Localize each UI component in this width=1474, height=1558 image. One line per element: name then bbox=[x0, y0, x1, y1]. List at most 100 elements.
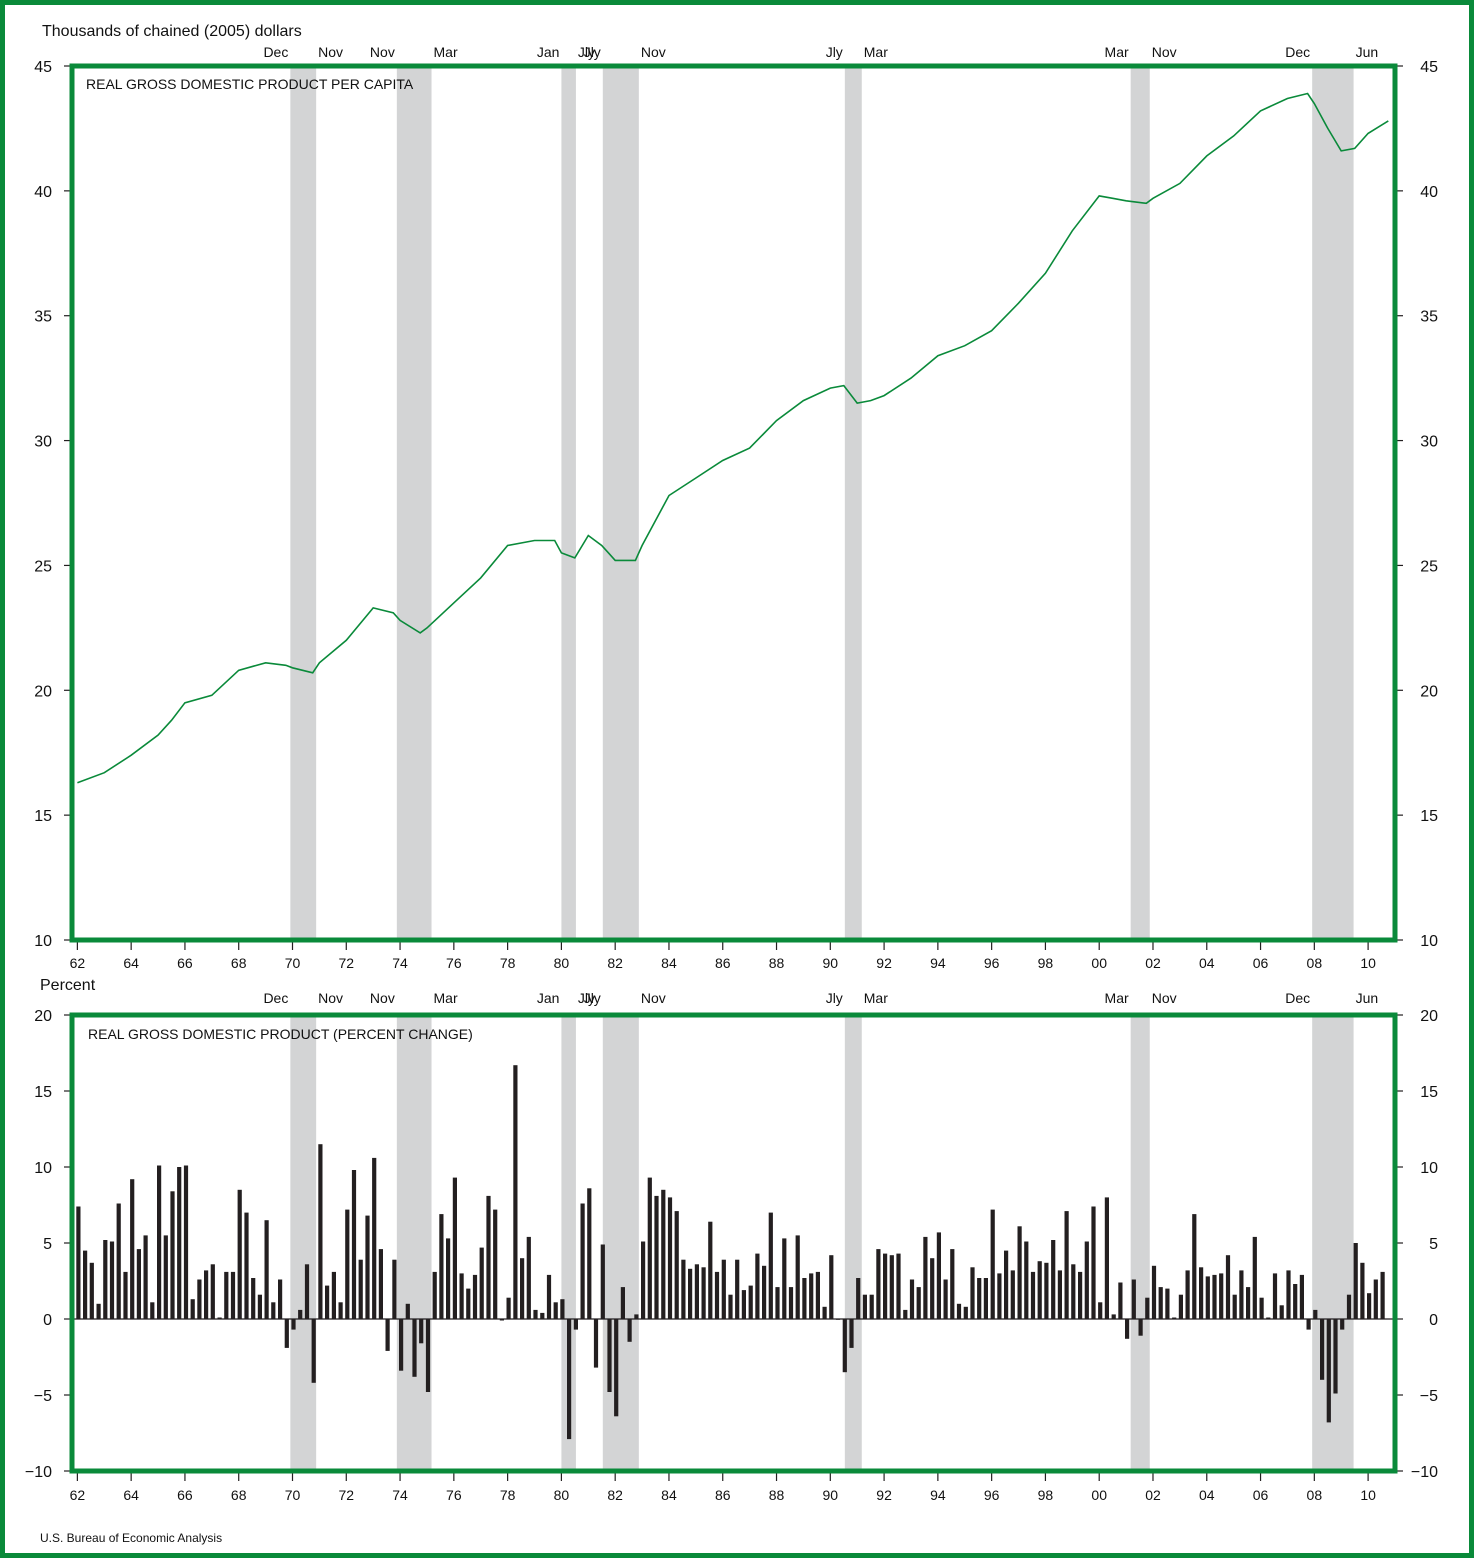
gdp-bar bbox=[1205, 1276, 1210, 1319]
gdp-bar bbox=[439, 1214, 444, 1319]
gdp-bar bbox=[1306, 1319, 1311, 1330]
gdp-bar bbox=[526, 1236, 531, 1319]
gdp-bar bbox=[1024, 1241, 1029, 1319]
gdp-bar bbox=[1051, 1240, 1056, 1319]
y-tick-label-right: 35 bbox=[1420, 309, 1438, 326]
y-tick-label-left: −5 bbox=[34, 1388, 52, 1405]
gdp-bar bbox=[876, 1249, 881, 1319]
gdp-bar bbox=[546, 1274, 552, 1319]
gdp-bar bbox=[331, 1271, 336, 1319]
x-tick-label: 02 bbox=[1145, 1487, 1161, 1503]
gdp-bar bbox=[1199, 1267, 1204, 1319]
x-tick-label: 00 bbox=[1091, 955, 1107, 971]
recession-band bbox=[561, 1015, 576, 1471]
gdp-bar bbox=[318, 1144, 323, 1319]
gdp-bar bbox=[815, 1271, 820, 1319]
top-plot-border bbox=[69, 63, 1398, 943]
gdp-bar bbox=[1259, 1297, 1264, 1319]
y-tick-label-right: 30 bbox=[1420, 434, 1438, 451]
x-tick-label: 62 bbox=[70, 1487, 86, 1503]
gdp-bar bbox=[325, 1285, 330, 1319]
gdp-bar bbox=[1172, 1317, 1177, 1319]
gdp-bar bbox=[936, 1232, 941, 1319]
gdp-bar bbox=[694, 1264, 699, 1319]
gdp-bar bbox=[257, 1294, 262, 1319]
gdp-bar bbox=[567, 1319, 572, 1440]
x-tick-label: 10 bbox=[1360, 1487, 1376, 1503]
gdp-bar bbox=[506, 1297, 511, 1319]
gdp-bar bbox=[1252, 1236, 1257, 1319]
y-tick-label-left: 0 bbox=[43, 1312, 52, 1329]
gdp-bar bbox=[1239, 1270, 1244, 1319]
x-tick-label: 76 bbox=[446, 1487, 462, 1503]
gdp-bar bbox=[210, 1264, 215, 1319]
gdp-bar bbox=[251, 1278, 256, 1319]
gdp-bar bbox=[1266, 1317, 1271, 1319]
gdp-bar bbox=[990, 1209, 995, 1319]
recession-end-label: Nov bbox=[641, 990, 666, 1006]
y-tick-label-right: 20 bbox=[1420, 683, 1438, 700]
recession-start-label: Jan bbox=[537, 990, 560, 1006]
gdp-bar bbox=[1004, 1250, 1009, 1319]
gdp-bar bbox=[896, 1253, 901, 1319]
recession-end-label: Jly bbox=[578, 990, 595, 1006]
gdp-bar bbox=[1131, 1279, 1136, 1319]
x-tick-label: 90 bbox=[823, 955, 839, 971]
gdp-bar bbox=[755, 1253, 760, 1319]
gdp-bar bbox=[479, 1247, 484, 1319]
gdp-bar bbox=[627, 1319, 632, 1342]
gdp-bar bbox=[1380, 1271, 1385, 1319]
gdp-bar bbox=[829, 1255, 834, 1319]
gdp-bar bbox=[735, 1259, 740, 1319]
gdp-bar bbox=[1272, 1273, 1278, 1319]
gdp-bar bbox=[970, 1267, 975, 1319]
bottom-chart-title: REAL GROSS DOMESTIC PRODUCT (PERCENT CHA… bbox=[88, 1026, 473, 1042]
gdp-bar bbox=[392, 1259, 397, 1319]
x-tick-label: 70 bbox=[285, 955, 301, 971]
y-tick-label-left: 25 bbox=[34, 558, 52, 575]
gdp-bar bbox=[795, 1235, 800, 1319]
y-tick-label-left: 10 bbox=[34, 933, 52, 950]
x-tick-label: 02 bbox=[1145, 955, 1161, 971]
gdp-bar bbox=[1098, 1302, 1103, 1319]
recession-band bbox=[1130, 66, 1150, 940]
bottom-y-axis-label: Percent bbox=[40, 977, 96, 994]
gdp-bar bbox=[916, 1287, 921, 1319]
gdp-bar bbox=[399, 1319, 404, 1371]
gdp-bar bbox=[116, 1203, 121, 1319]
recession-start-label: Nov bbox=[370, 44, 395, 60]
gdp-bar bbox=[177, 1167, 182, 1319]
gdp-bar bbox=[230, 1271, 236, 1319]
gdp-bar bbox=[432, 1271, 437, 1319]
gdp-bar bbox=[862, 1294, 867, 1319]
recession-start-label: Dec bbox=[263, 990, 288, 1006]
gdp-bar bbox=[768, 1212, 773, 1319]
gdp-bar bbox=[83, 1250, 88, 1319]
gdp-bar bbox=[1326, 1319, 1331, 1423]
y-tick-label-right: 5 bbox=[1429, 1236, 1438, 1253]
gdp-bar bbox=[1084, 1241, 1089, 1319]
gdp-bar bbox=[728, 1294, 733, 1319]
recession-end-label: Mar bbox=[864, 990, 888, 1006]
gdp-bar bbox=[1346, 1294, 1352, 1319]
gdp-bar bbox=[661, 1189, 666, 1319]
gdp-bar bbox=[587, 1188, 592, 1319]
x-tick-label: 66 bbox=[177, 955, 193, 971]
y-tick-label-left: 15 bbox=[34, 808, 52, 825]
gdp-bar bbox=[190, 1299, 195, 1319]
gdp-bar bbox=[493, 1209, 498, 1319]
gdp-bar bbox=[1071, 1264, 1076, 1319]
gdp-bar bbox=[1104, 1197, 1109, 1319]
x-tick-label: 64 bbox=[123, 1487, 139, 1503]
top-x-ticks: 62 64 66 68 70 72 74 76 78 80 82 84 86 88 90 92 94 96 98 00… bbox=[70, 940, 1376, 971]
x-tick-label: 84 bbox=[661, 955, 677, 971]
recession-start-label: Jly bbox=[826, 990, 843, 1006]
x-tick-label: 82 bbox=[607, 1487, 623, 1503]
y-tick-label-right: −5 bbox=[1420, 1388, 1438, 1405]
x-tick-label: 10 bbox=[1360, 955, 1376, 971]
x-tick-label: 76 bbox=[446, 955, 462, 971]
gdp-bar bbox=[378, 1249, 383, 1319]
gdp-bar bbox=[762, 1265, 767, 1319]
